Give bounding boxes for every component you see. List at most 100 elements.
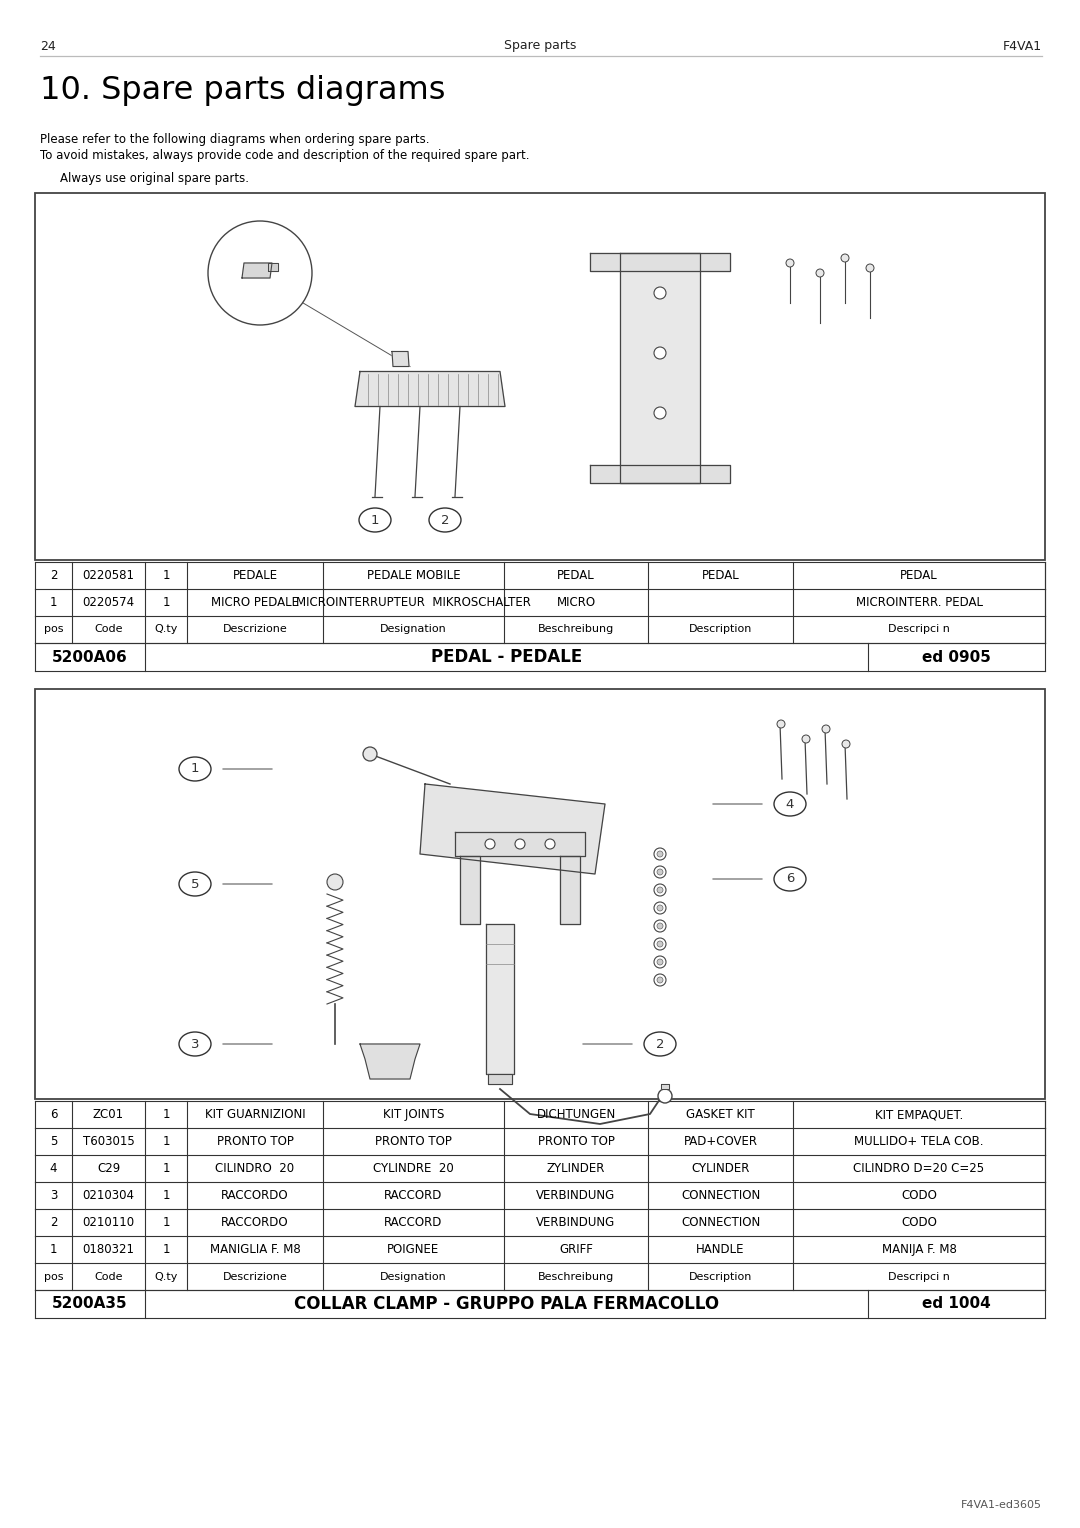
- Ellipse shape: [774, 866, 806, 891]
- Text: Designation: Designation: [380, 625, 447, 634]
- Text: CILINDRO D=20 C=25: CILINDRO D=20 C=25: [853, 1161, 985, 1175]
- Circle shape: [654, 406, 666, 419]
- Circle shape: [654, 973, 666, 986]
- Circle shape: [657, 869, 663, 876]
- Circle shape: [654, 866, 666, 879]
- Text: 1: 1: [162, 1216, 170, 1229]
- Text: 1: 1: [162, 596, 170, 610]
- Text: GASKET KIT: GASKET KIT: [686, 1108, 755, 1122]
- Polygon shape: [488, 1074, 512, 1083]
- Circle shape: [545, 839, 555, 850]
- Text: 0180321: 0180321: [82, 1242, 135, 1256]
- Text: PAD+COVER: PAD+COVER: [684, 1135, 757, 1148]
- Text: 1: 1: [370, 513, 379, 527]
- Text: PRONTO TOP: PRONTO TOP: [217, 1135, 294, 1148]
- Text: pos: pos: [44, 1271, 64, 1282]
- Text: CYLINDRE  20: CYLINDRE 20: [373, 1161, 454, 1175]
- Text: 6: 6: [50, 1108, 57, 1122]
- Circle shape: [654, 848, 666, 860]
- Circle shape: [654, 902, 666, 914]
- Text: Description: Description: [689, 625, 752, 634]
- Polygon shape: [420, 784, 605, 874]
- Polygon shape: [661, 1083, 669, 1089]
- Text: ed 1004: ed 1004: [922, 1296, 990, 1311]
- Text: Please refer to the following diagrams when ordering spare parts.: Please refer to the following diagrams w…: [40, 133, 430, 147]
- Polygon shape: [242, 263, 272, 278]
- Circle shape: [802, 735, 810, 743]
- Text: 1: 1: [162, 1189, 170, 1203]
- Circle shape: [363, 747, 377, 761]
- Polygon shape: [590, 465, 730, 483]
- Circle shape: [657, 923, 663, 929]
- Text: Spare parts: Spare parts: [503, 40, 577, 52]
- Text: Descrizione: Descrizione: [222, 625, 287, 634]
- Text: Designation: Designation: [380, 1271, 447, 1282]
- Text: POIGNEE: POIGNEE: [388, 1242, 440, 1256]
- Text: ZYLINDER: ZYLINDER: [546, 1161, 605, 1175]
- Text: F4VA1-ed3605: F4VA1-ed3605: [961, 1500, 1042, 1510]
- Circle shape: [658, 1089, 672, 1103]
- Text: 5: 5: [191, 877, 199, 891]
- Text: 1: 1: [162, 1108, 170, 1122]
- Text: COLLAR CLAMP - GRUPPO PALA FERMACOLLO: COLLAR CLAMP - GRUPPO PALA FERMACOLLO: [294, 1296, 719, 1313]
- Text: PRONTO TOP: PRONTO TOP: [375, 1135, 451, 1148]
- Circle shape: [654, 287, 666, 299]
- Text: PRONTO TOP: PRONTO TOP: [538, 1135, 615, 1148]
- Text: Q.ty: Q.ty: [154, 625, 178, 634]
- Text: 3: 3: [50, 1189, 57, 1203]
- Text: 4: 4: [50, 1161, 57, 1175]
- Text: Descripci n: Descripci n: [888, 1271, 950, 1282]
- Text: C29: C29: [97, 1161, 120, 1175]
- Text: 6: 6: [786, 872, 794, 886]
- Text: RACCORD: RACCORD: [384, 1189, 443, 1203]
- Text: 2: 2: [656, 1038, 664, 1051]
- Text: 2: 2: [441, 513, 449, 527]
- Bar: [35, 689, 1045, 1099]
- Text: Code: Code: [94, 1271, 123, 1282]
- Text: Beschreibung: Beschreibung: [538, 1271, 615, 1282]
- Text: CYLINDER: CYLINDER: [691, 1161, 750, 1175]
- Text: Q.ty: Q.ty: [154, 1271, 178, 1282]
- Text: 0220581: 0220581: [82, 568, 135, 582]
- Circle shape: [822, 724, 831, 733]
- Circle shape: [786, 260, 794, 267]
- Circle shape: [777, 720, 785, 727]
- Circle shape: [208, 222, 312, 325]
- Text: VERBINDUNG: VERBINDUNG: [537, 1216, 616, 1229]
- Text: 1: 1: [162, 568, 170, 582]
- Text: CONNECTION: CONNECTION: [680, 1216, 760, 1229]
- Text: RACCORD: RACCORD: [384, 1216, 443, 1229]
- Text: Descripci n: Descripci n: [888, 625, 950, 634]
- Text: PEDAL: PEDAL: [557, 568, 595, 582]
- Circle shape: [842, 740, 850, 749]
- Text: PEDAL: PEDAL: [900, 568, 937, 582]
- Text: RACCORDO: RACCORDO: [221, 1216, 288, 1229]
- Circle shape: [654, 938, 666, 950]
- Text: DICHTUNGEN: DICHTUNGEN: [537, 1108, 616, 1122]
- Ellipse shape: [429, 507, 461, 532]
- Text: RACCORDO: RACCORDO: [221, 1189, 288, 1203]
- Polygon shape: [460, 856, 480, 924]
- Polygon shape: [392, 351, 409, 367]
- Text: 24: 24: [40, 40, 56, 52]
- Text: 5200A06: 5200A06: [52, 649, 127, 665]
- Text: PEDALE MOBILE: PEDALE MOBILE: [367, 568, 460, 582]
- Circle shape: [485, 839, 495, 850]
- Ellipse shape: [359, 507, 391, 532]
- Circle shape: [657, 960, 663, 966]
- Circle shape: [654, 957, 666, 969]
- Polygon shape: [360, 1044, 420, 1079]
- Text: PEDAL - PEDALE: PEDAL - PEDALE: [431, 648, 582, 666]
- Polygon shape: [268, 263, 278, 270]
- Text: 1: 1: [50, 596, 57, 610]
- Ellipse shape: [179, 872, 211, 895]
- Text: 2: 2: [50, 568, 57, 582]
- Polygon shape: [620, 254, 700, 483]
- Text: 5200A35: 5200A35: [52, 1296, 127, 1311]
- Text: 10. Spare parts diagrams: 10. Spare parts diagrams: [40, 75, 446, 105]
- Text: ZC01: ZC01: [93, 1108, 124, 1122]
- Text: KIT JOINTS: KIT JOINTS: [382, 1108, 444, 1122]
- Text: KIT EMPAQUET.: KIT EMPAQUET.: [875, 1108, 963, 1122]
- Text: T603015: T603015: [83, 1135, 134, 1148]
- Text: To avoid mistakes, always provide code and description of the required spare par: To avoid mistakes, always provide code a…: [40, 150, 529, 162]
